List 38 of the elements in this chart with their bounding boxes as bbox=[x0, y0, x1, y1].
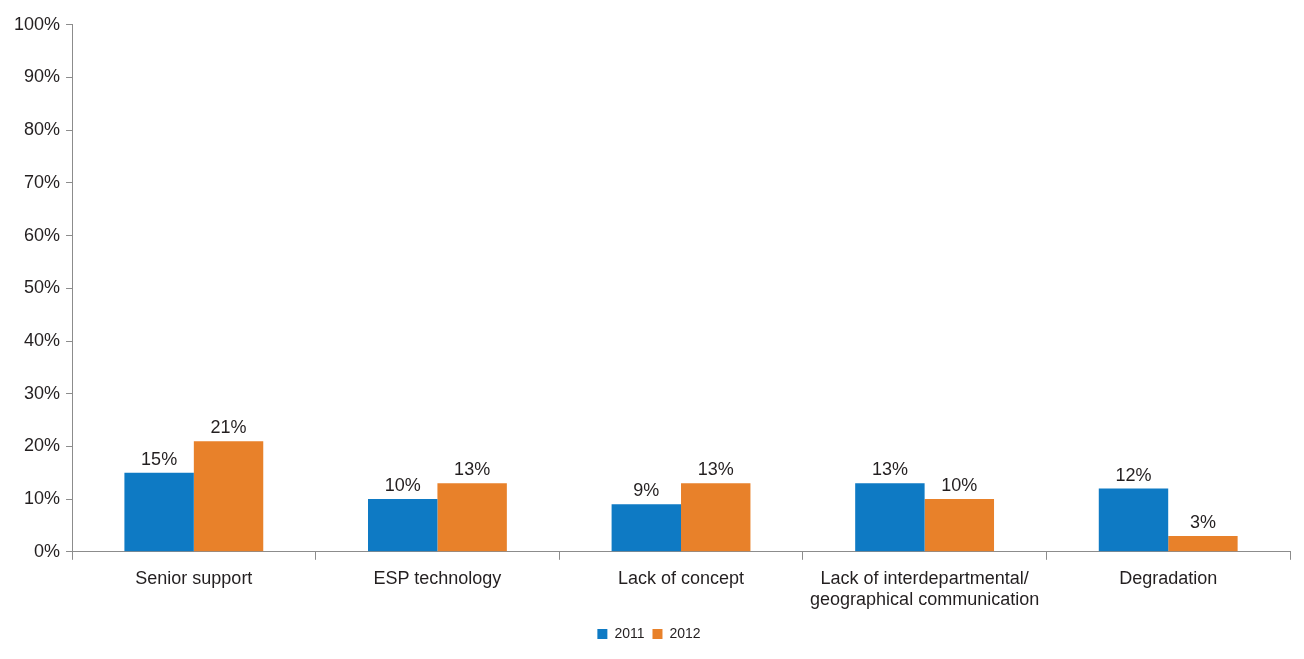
bar bbox=[855, 483, 925, 552]
bar bbox=[1098, 488, 1169, 552]
y-tick-label: 100% bbox=[13, 13, 61, 34]
data-label: 3% bbox=[1189, 511, 1216, 532]
data-label: 13% bbox=[871, 459, 908, 480]
bar bbox=[124, 472, 194, 552]
bar bbox=[193, 441, 264, 552]
data-label: 9% bbox=[633, 480, 660, 501]
bar bbox=[681, 483, 751, 552]
bar bbox=[924, 499, 995, 552]
y-tick-label: 10% bbox=[24, 488, 61, 509]
bar bbox=[1168, 535, 1238, 552]
y-tick-label: 90% bbox=[24, 66, 61, 87]
data-label: 15% bbox=[141, 448, 178, 469]
y-tick-label: 40% bbox=[24, 329, 61, 350]
x-tick-label: Senior support bbox=[135, 567, 253, 588]
y-tick-label: 70% bbox=[24, 171, 61, 192]
bar bbox=[611, 504, 682, 552]
data-label: 13% bbox=[454, 459, 491, 480]
legend-label: 2012 bbox=[669, 624, 701, 641]
x-tick-label: Lack of interdepartmental/ geographical communication bbox=[810, 567, 1040, 610]
legend-label: 2011 bbox=[614, 624, 645, 641]
bar bbox=[437, 483, 507, 552]
x-tick-label: Lack of concept bbox=[617, 567, 745, 588]
x-tick-label: Degradation bbox=[1119, 567, 1218, 588]
y-tick-label: 20% bbox=[24, 435, 61, 456]
bar bbox=[368, 499, 438, 552]
data-label: 12% bbox=[1115, 464, 1152, 485]
data-label: 13% bbox=[697, 459, 734, 480]
y-tick-label: 30% bbox=[24, 382, 61, 403]
x-tick-label: ESP technology bbox=[373, 567, 502, 588]
data-label: 10% bbox=[941, 475, 978, 496]
y-tick-label: 0% bbox=[34, 540, 61, 561]
data-label: 21% bbox=[210, 417, 247, 438]
y-tick-label: 80% bbox=[24, 119, 61, 140]
data-label: 10% bbox=[384, 475, 421, 496]
y-tick-label: 50% bbox=[24, 277, 61, 298]
y-tick-label: 60% bbox=[24, 224, 61, 245]
